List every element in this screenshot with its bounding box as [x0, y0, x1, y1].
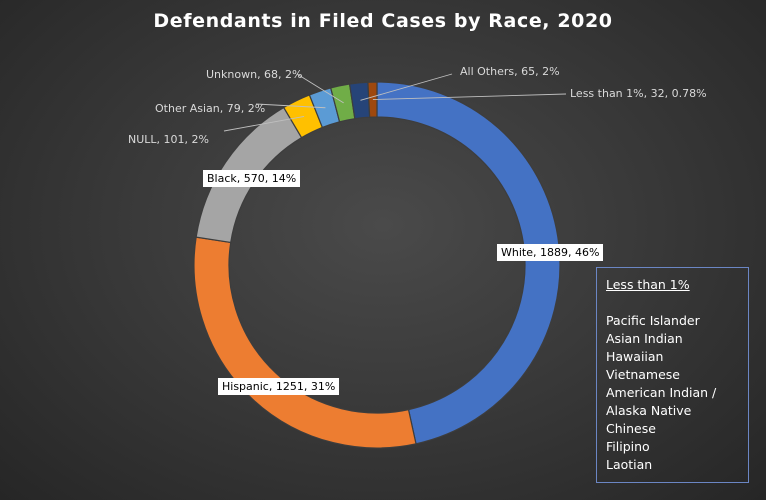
legend-item: Laotian: [606, 457, 653, 472]
leader-line-other-asian: [255, 103, 326, 109]
legend-item: American Indian /: [606, 385, 717, 400]
data-label-hispanic: Hispanic, 1251, 31%: [218, 378, 340, 395]
data-label-white: White, 1889, 46%: [497, 244, 604, 261]
legend-item: Asian Indian: [606, 331, 683, 346]
legend-item: Filipino: [606, 439, 650, 454]
data-label-null: NULL, 101, 2%: [128, 133, 209, 146]
slice-white: [376, 81, 561, 445]
data-label-all-others: All Others, 65, 2%: [460, 65, 560, 78]
data-label-black: Black, 570, 14%: [203, 170, 301, 187]
legend-item: Vietnamese: [606, 367, 680, 382]
slice-hispanic: [193, 236, 417, 449]
legend-item: Alaska Native: [606, 403, 692, 418]
data-label-less-than-1-: Less than 1%, 32, 0.78%: [570, 87, 707, 100]
legend-item: Hawaiian: [606, 349, 664, 364]
data-label-unknown: Unknown, 68, 2%: [206, 68, 303, 81]
legend-item: Pacific Islander: [606, 313, 700, 328]
leader-line-unknown: [296, 73, 344, 104]
slice-less-than-1-: [367, 81, 378, 118]
leader-line-less-than-1-: [372, 93, 567, 101]
data-label-other-asian: Other Asian, 79, 2%: [155, 102, 266, 115]
less-than-1-percent-legend: Less than 1% Pacific Islander Asian India…: [596, 267, 749, 483]
chart-title: Defendants in Filed Cases by Race, 2020: [153, 10, 613, 32]
leader-line-null: [223, 115, 305, 132]
legend-item: Chinese: [606, 421, 656, 436]
legend-item-list: Pacific Islander Asian Indian Hawaiian Viet…: [606, 312, 739, 474]
legend-heading: Less than 1%: [606, 277, 690, 292]
leader-line-all-others: [360, 73, 453, 101]
